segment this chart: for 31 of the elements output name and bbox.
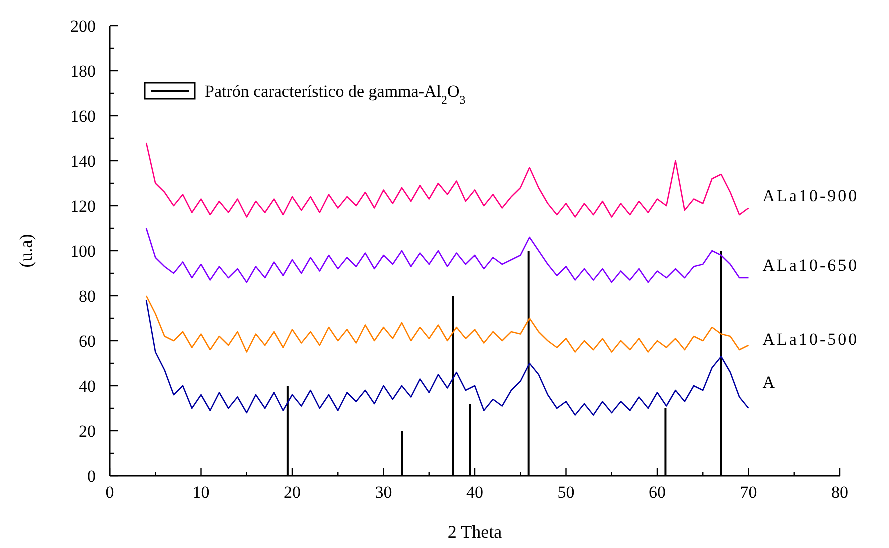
y-tick-label: 40	[79, 376, 96, 396]
x-tick-label: 80	[832, 483, 848, 502]
y-tick-label: 180	[70, 62, 96, 81]
y-tick-label: 20	[79, 422, 96, 441]
line-series	[146, 142, 750, 218]
x-tick-label: 40	[466, 483, 484, 502]
line-series	[146, 228, 750, 284]
series-label: ALa10-500	[762, 330, 860, 350]
y-tick-label: 140	[70, 152, 96, 171]
y-tick-label: 120	[70, 196, 96, 216]
legend-label: Patrón característico de gamma-Al$_{2}$O$_{3}$	[205, 82, 466, 107]
y-tick-label: 0	[88, 466, 96, 486]
y-tick-label: 60	[79, 332, 96, 351]
line-series	[146, 300, 750, 416]
x-tick-label: 0	[106, 483, 114, 502]
y-tick-label: 200	[70, 16, 96, 36]
y-axis-title: (u.a)	[16, 234, 36, 268]
x-tick-label: 50	[558, 483, 575, 502]
series-label: ALa10-900	[762, 186, 860, 206]
series-label: A	[762, 373, 778, 392]
x-axis-title: 2 Theta	[448, 522, 502, 542]
x-tick-label: 10	[192, 483, 210, 502]
x-tick-label: 70	[740, 483, 758, 502]
series-label: ALa10-650	[762, 256, 860, 276]
y-tick-label: 80	[79, 286, 96, 306]
x-tick-label: 20	[284, 483, 301, 502]
y-tick-label: 160	[70, 106, 96, 126]
x-tick-label: 30	[375, 483, 392, 502]
y-tick-label: 100	[70, 242, 96, 261]
x-tick-label: 60	[649, 483, 666, 502]
line-series	[146, 295, 750, 353]
